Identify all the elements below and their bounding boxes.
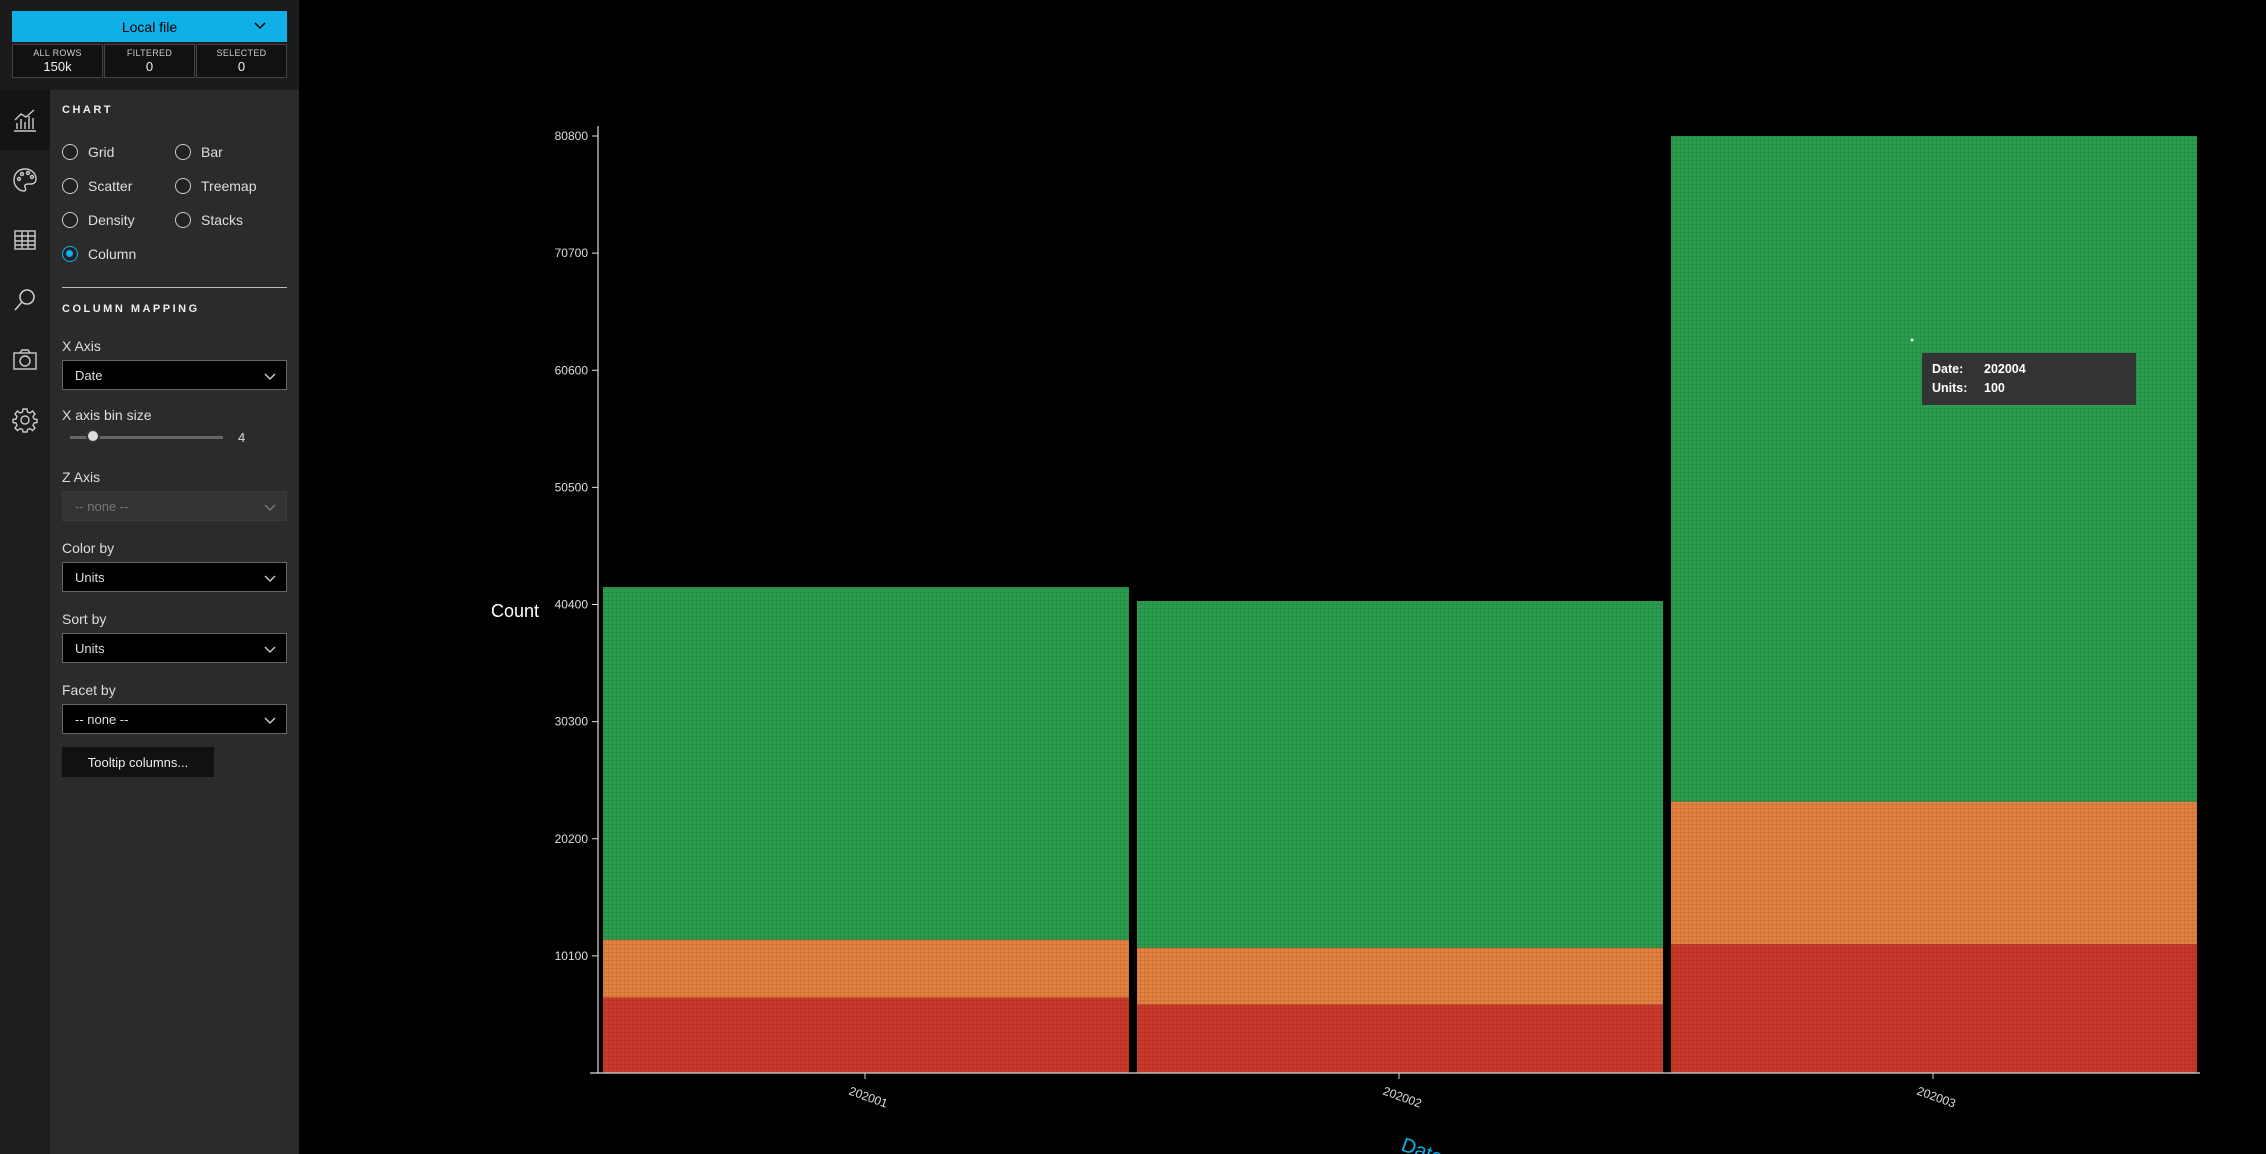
bar-texture — [603, 939, 1129, 998]
color-by-label: Color by — [62, 540, 115, 556]
y-tick-label: 80800 — [555, 129, 589, 143]
y-tick-label: 50500 — [555, 480, 589, 494]
line-chart-icon[interactable] — [0, 90, 50, 150]
radio-circle-selected — [62, 246, 78, 262]
radio-label: Column — [88, 246, 137, 262]
chevron-down-icon — [264, 572, 276, 587]
radio-circle — [175, 212, 191, 228]
select-value: Date — [75, 367, 103, 383]
stat-value: 0 — [145, 59, 154, 74]
stat-value: 150k — [43, 59, 72, 74]
bar-texture — [603, 587, 1129, 940]
cursor-dot — [1910, 338, 1914, 342]
table-icon[interactable] — [0, 210, 50, 270]
select-value: -- none -- — [75, 711, 129, 727]
bar-texture — [1137, 601, 1663, 948]
data-source-select[interactable]: Local file — [12, 11, 287, 42]
hover-tooltip: Date: 202004 Units: 100 — [1922, 353, 2136, 405]
chevron-down-icon — [264, 643, 276, 658]
bin-size-slider-thumb[interactable] — [86, 429, 100, 443]
search-icon[interactable] — [0, 270, 50, 330]
radio-label: Density — [88, 212, 135, 228]
tooltip-value: 202004 — [1984, 362, 2026, 376]
tooltip-value: 100 — [1984, 381, 2005, 395]
x-tick-label: 202002 — [1381, 1084, 1424, 1111]
radio-stacks[interactable]: Stacks — [175, 212, 243, 228]
select-value: Units — [75, 640, 105, 656]
stat-label: SELECTED — [216, 48, 267, 58]
section-divider — [62, 287, 287, 288]
x-axis-select[interactable]: Date — [62, 360, 287, 390]
z-axis-select[interactable]: -- none -- — [62, 491, 287, 521]
facet-by-label: Facet by — [62, 682, 116, 698]
bar-texture — [1671, 136, 2197, 802]
y-tick-label: 70700 — [555, 246, 589, 260]
sort-by-label: Sort by — [62, 611, 107, 627]
y-tick-label: 10100 — [555, 949, 589, 963]
radio-circle — [62, 144, 78, 160]
x-axis-title: Date — [1398, 1134, 1445, 1154]
bar-texture — [1671, 944, 2197, 1073]
radio-label: Stacks — [201, 212, 244, 228]
stat-filtered: FILTERED 0 — [104, 44, 195, 78]
z-axis-label: Z Axis — [62, 469, 101, 485]
stat-label: FILTERED — [126, 48, 173, 58]
x-axis-label: X Axis — [62, 338, 101, 354]
radio-column[interactable]: Column — [62, 246, 136, 262]
facet-by-select[interactable]: -- none -- — [62, 704, 287, 734]
select-value: Units — [75, 569, 105, 585]
bar-texture — [603, 997, 1129, 1073]
color-by-select[interactable]: Units — [62, 562, 287, 592]
camera-icon[interactable] — [0, 330, 50, 390]
y-tick-label: 30300 — [555, 715, 589, 729]
data-source-label: Local file — [121, 18, 178, 35]
select-value: -- none -- — [75, 498, 129, 514]
tooltip-key: Units: — [1932, 381, 1968, 395]
radio-circle — [175, 144, 191, 160]
y-tick-label: 20200 — [555, 832, 589, 846]
y-axis-title: Count — [491, 601, 539, 621]
radio-density[interactable]: Density — [62, 212, 135, 228]
radio-label: Scatter — [88, 178, 133, 194]
bin-size-label: X axis bin size — [62, 407, 152, 423]
radio-grid[interactable]: Grid — [62, 144, 114, 160]
stat-label: ALL ROWS — [33, 48, 82, 58]
palette-icon[interactable] — [0, 150, 50, 210]
icon-rail — [0, 90, 50, 1154]
radio-treemap[interactable]: Treemap — [175, 178, 257, 194]
chevron-down-icon — [264, 501, 276, 516]
bar-texture — [1137, 947, 1663, 1005]
bin-size-slider-track[interactable] — [70, 436, 223, 439]
radio-scatter[interactable]: Scatter — [62, 178, 132, 194]
bar-texture — [1671, 801, 2197, 945]
radio-bar[interactable]: Bar — [175, 144, 223, 160]
panel-body — [50, 90, 299, 1154]
bin-size-value: 4 — [238, 430, 246, 445]
x-tick-label: 202001 — [847, 1084, 890, 1111]
sort-by-select[interactable]: Units — [62, 633, 287, 663]
gear-icon[interactable] — [0, 390, 50, 450]
tooltip-key: Date: — [1932, 362, 1964, 376]
x-tick-label: 202003 — [1915, 1084, 1958, 1111]
stat-value: 0 — [237, 59, 246, 74]
chart-section-title: CHART — [62, 104, 113, 116]
tooltip-columns-button[interactable]: Tooltip columns... — [62, 747, 214, 777]
bar-texture — [1137, 1004, 1663, 1073]
y-tick-label: 60600 — [555, 363, 589, 377]
chevron-down-icon — [264, 714, 276, 729]
radio-circle — [62, 212, 78, 228]
radio-label: Grid — [88, 144, 115, 160]
radio-circle — [175, 178, 191, 194]
mapping-section-title: COLUMN MAPPING — [62, 303, 200, 315]
chevron-down-icon — [264, 370, 276, 385]
radio-label: Bar — [201, 144, 223, 160]
stat-selected: SELECTED 0 — [196, 44, 287, 78]
stat-all-rows: ALL ROWS 150k — [12, 44, 103, 78]
y-tick-label: 40400 — [555, 598, 589, 612]
radio-circle — [62, 178, 78, 194]
chevron-down-icon — [253, 19, 267, 36]
radio-label: Treemap — [201, 178, 257, 194]
